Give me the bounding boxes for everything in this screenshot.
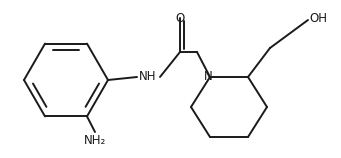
Text: NH: NH [139,70,157,83]
Text: O: O [175,12,184,24]
Text: N: N [204,70,212,83]
Text: OH: OH [309,12,327,24]
Text: NH₂: NH₂ [84,134,106,146]
